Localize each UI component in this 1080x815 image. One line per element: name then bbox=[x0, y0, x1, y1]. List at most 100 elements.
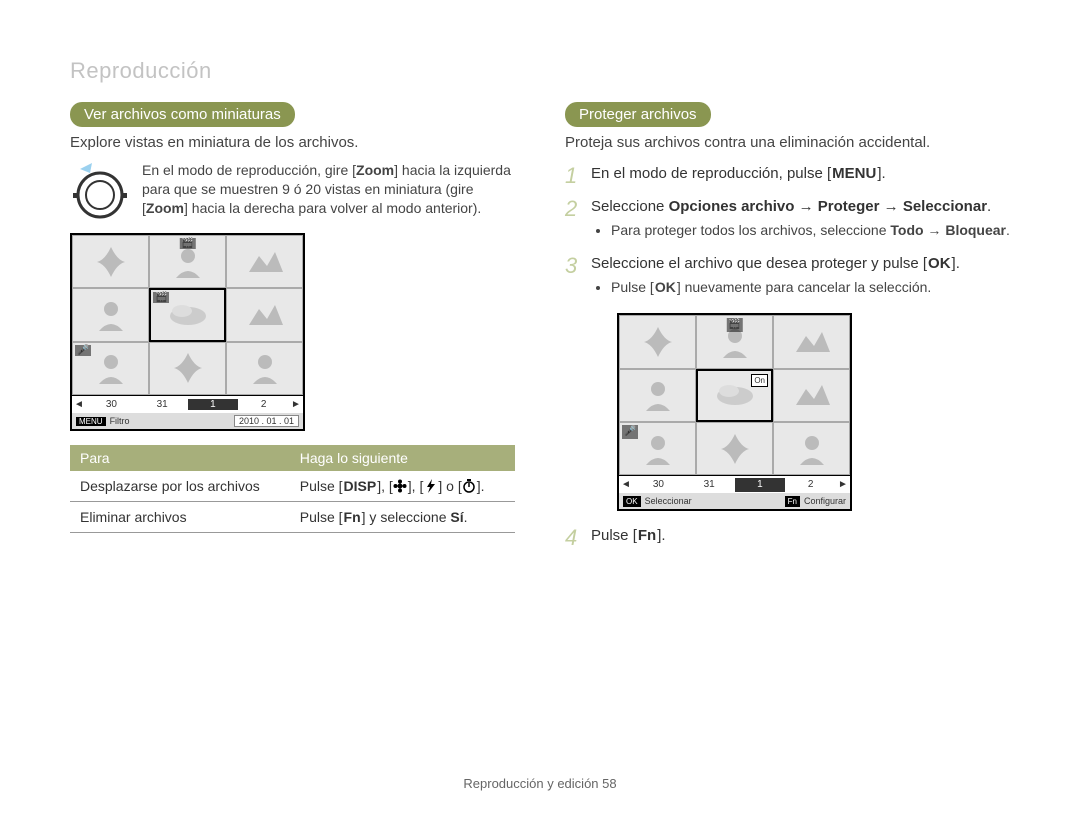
step-3-sub: Pulse [OK] nuevamente para cancelar la s… bbox=[611, 278, 1010, 298]
thumbnail bbox=[226, 342, 303, 395]
flower-icon bbox=[393, 479, 408, 494]
thumbnail bbox=[226, 235, 303, 288]
txt: . bbox=[1006, 222, 1010, 238]
thumbnail: 🎬 bbox=[149, 235, 226, 288]
txt: Pulse [ bbox=[611, 279, 654, 295]
thumbnail bbox=[72, 235, 149, 288]
on-badge: On bbox=[751, 374, 768, 387]
th-haga: Haga lo siguiente bbox=[290, 445, 515, 471]
intro-right: Proteja sus archivos contra una eliminac… bbox=[565, 134, 1010, 151]
cal-day: 30 bbox=[633, 478, 684, 492]
td-delete-action: Pulse [Fn] y seleccione Sí. bbox=[290, 502, 515, 533]
txt: ]. bbox=[477, 478, 485, 494]
status-row: OK Seleccionar Fn Configurar bbox=[619, 493, 850, 509]
disp-key: DISP bbox=[343, 478, 378, 494]
step-2-sub: Para proteger todos los archivos, selecc… bbox=[611, 221, 1010, 241]
clip-icon: 🎬 bbox=[726, 318, 742, 332]
txt: Pulse [ bbox=[591, 527, 637, 544]
cal-next: ► bbox=[289, 399, 303, 410]
flash-icon bbox=[423, 479, 438, 494]
thumbnail bbox=[773, 315, 850, 368]
cal-day: 31 bbox=[684, 478, 735, 492]
date-box: 2010 . 01 . 01 bbox=[234, 415, 299, 427]
lcd-screen-protect: 🎬 On 🎤 bbox=[617, 313, 852, 511]
step-2: Seleccione Opciones archivo → Proteger →… bbox=[565, 196, 1010, 241]
txt: ] nuevamente para cancelar la selección. bbox=[677, 279, 931, 295]
mic-icon: 🎤 bbox=[75, 345, 91, 356]
thumbnail bbox=[773, 422, 850, 475]
txt: → bbox=[794, 198, 817, 215]
cal-day-selected: 1 bbox=[188, 399, 239, 410]
cal-day: 31 bbox=[137, 399, 188, 410]
b: Opciones archivo bbox=[669, 198, 795, 215]
ok-key-badge: OK bbox=[623, 496, 641, 507]
zoom-dial-icon bbox=[70, 161, 130, 221]
step-4: Pulse [Fn]. bbox=[565, 525, 1010, 546]
txt: ], [ bbox=[408, 478, 424, 494]
zoom-instruction: En el modo de reproducción, gire [Zoom] … bbox=[70, 161, 515, 221]
menu-key: MENU bbox=[831, 163, 877, 184]
b: Seleccionar bbox=[903, 198, 987, 215]
ok-label: Seleccionar bbox=[645, 495, 692, 508]
txt: Seleccione el archivo que desea proteger… bbox=[591, 255, 927, 272]
fn-key: Fn bbox=[637, 525, 657, 546]
zoom-instruction-text: En el modo de reproducción, gire [Zoom] … bbox=[142, 161, 515, 218]
cal-next: ► bbox=[836, 478, 850, 492]
b: Proteger bbox=[818, 198, 880, 215]
txt: Seleccione bbox=[591, 198, 669, 215]
thumbnail bbox=[619, 315, 696, 368]
fn-key-badge: Fn bbox=[785, 496, 800, 507]
thumbnail bbox=[773, 369, 850, 422]
cal-prev: ◄ bbox=[619, 478, 633, 492]
ok-key-2: OK bbox=[654, 278, 677, 298]
thumbnail bbox=[226, 288, 303, 341]
txt: ]. bbox=[952, 255, 960, 272]
thumbnail-selected: 🎬 bbox=[149, 288, 226, 341]
b: Bloquear bbox=[945, 222, 1006, 238]
status-row: MENU Filtro 2010 . 01 . 01 bbox=[72, 413, 303, 429]
thumbnail bbox=[696, 422, 773, 475]
thumbnail-selected: On bbox=[696, 369, 773, 422]
txt: Para proteger todos los archivos, selecc… bbox=[611, 222, 890, 238]
thumbnail: 🎤 bbox=[619, 422, 696, 475]
cal-day: 2 bbox=[238, 399, 289, 410]
thumbnail bbox=[149, 342, 226, 395]
zoom-key-2: Zoom bbox=[146, 200, 184, 216]
steps-list: En el modo de reproducción, pulse [MENU]… bbox=[565, 163, 1010, 546]
cal-prev: ◄ bbox=[72, 399, 86, 410]
clip-icon: 🎬 bbox=[153, 292, 169, 303]
ok-key: OK bbox=[927, 253, 952, 274]
timer-icon bbox=[462, 479, 477, 494]
intro-left: Explore vistas en miniatura de los archi… bbox=[70, 134, 515, 151]
zoom-key: Zoom bbox=[356, 162, 394, 178]
lcd-screen-thumbnails: 🎬 🎬 🎤 ◄ 30 31 1 2 ► bbox=[70, 233, 305, 431]
zoom-text-mid2: ] hacia la derecha para volver al modo a… bbox=[184, 200, 481, 216]
calendar-row: ◄ 30 31 1 2 ► bbox=[619, 475, 850, 493]
si-bold: Sí bbox=[450, 509, 463, 525]
txt: Pulse [ bbox=[300, 478, 343, 494]
cal-day: 2 bbox=[785, 478, 836, 492]
zoom-text-pre: En el modo de reproducción, gire [ bbox=[142, 162, 356, 178]
menu-key-badge: MENU bbox=[76, 417, 106, 426]
cal-day-selected: 1 bbox=[735, 478, 786, 492]
thumbnail bbox=[72, 288, 149, 341]
pill-thumbnails: Ver archivos como miniaturas bbox=[70, 102, 295, 127]
right-column: Proteger archivos Proteja sus archivos c… bbox=[565, 102, 1010, 558]
thumbnail bbox=[619, 369, 696, 422]
txt: → bbox=[879, 198, 902, 215]
txt: → bbox=[924, 222, 946, 238]
txt: ]. bbox=[657, 527, 665, 544]
txt: . bbox=[464, 509, 468, 525]
txt: ]. bbox=[877, 165, 885, 182]
td-scroll-action: Pulse [DISP], [], [] o []. bbox=[290, 471, 515, 502]
clip-icon: 🎬 bbox=[179, 238, 195, 249]
txt: . bbox=[987, 198, 991, 215]
step-1: En el modo de reproducción, pulse [MENU]… bbox=[565, 163, 1010, 184]
td-delete: Eliminar archivos bbox=[70, 502, 290, 533]
th-para: Para bbox=[70, 445, 290, 471]
pill-protect: Proteger archivos bbox=[565, 102, 711, 127]
td-scroll: Desplazarse por los archivos bbox=[70, 471, 290, 502]
step-3: Seleccione el archivo que desea proteger… bbox=[565, 253, 1010, 512]
cal-day: 30 bbox=[86, 399, 137, 410]
txt: En el modo de reproducción, pulse [ bbox=[591, 165, 831, 182]
